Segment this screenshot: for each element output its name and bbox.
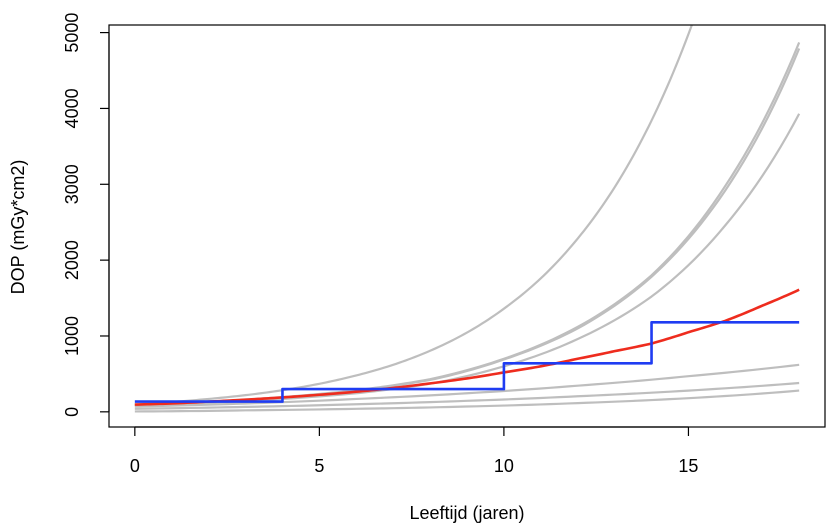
- series-line-grey-3: [134, 113, 801, 407]
- series-line-grey-4: [134, 363, 800, 408]
- y-tick-label: 2000: [62, 240, 82, 280]
- y-axis: 0 1000 2000 3000 4000 5000: [62, 13, 110, 417]
- y-tick-label: 4000: [62, 88, 82, 128]
- series-line-red: [134, 288, 800, 406]
- y-tick-label: 1000: [62, 316, 82, 356]
- series-line-grey-6: [134, 389, 800, 413]
- y-tick-label: 3000: [62, 164, 82, 204]
- x-tick-label: 10: [494, 456, 514, 476]
- y-axis-label: DOP (mGy*cm2): [8, 160, 28, 295]
- x-axis-label: Leeftijd (jaren): [409, 503, 524, 523]
- y-tick-label: 0: [62, 407, 82, 417]
- series-line-grey-2: [134, 48, 801, 406]
- plot-frame: [108, 24, 826, 428]
- x-axis: 0 5 10 15: [130, 426, 698, 476]
- series-line-grey-5: [134, 381, 800, 410]
- series-layer: [134, 25, 801, 413]
- series-line-grey-0: [134, 25, 694, 406]
- series-line-blue-step: [134, 321, 800, 403]
- y-tick-label: 5000: [62, 13, 82, 53]
- x-tick-label: 15: [678, 456, 698, 476]
- x-tick-label: 0: [130, 456, 140, 476]
- x-tick-label: 5: [314, 456, 324, 476]
- series-line-grey-1: [134, 42, 801, 406]
